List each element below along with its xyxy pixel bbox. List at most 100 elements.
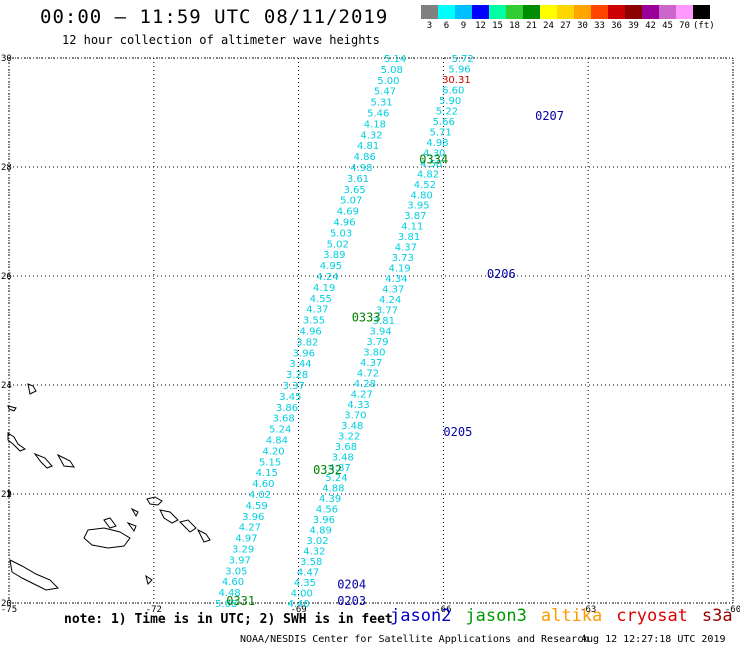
satellite-cryosat: cryosat [616,606,688,626]
footer-credit: NOAA/NESDIS Center for Satellite Applica… [240,634,590,645]
legend-swatch [608,5,625,19]
swh-value: 5.14 [384,54,406,65]
coastline [27,383,37,395]
swh-value: 5.07 [340,196,362,207]
swh-value: 5.08 [381,65,403,76]
swh-value: 3.96 [313,515,335,526]
lon-tick-label: -69 [290,605,306,615]
page-subtitle: 12 hour collection of altimeter wave hei… [62,33,380,47]
lat-tick-label: 20 [1,599,12,609]
lat-tick-label: 28 [1,163,12,173]
coastline [7,432,27,452]
coastline [7,405,17,412]
color-legend-labels: 3 6 9 12 15 18 21 24 27 30 33 36 39 42 45 70 (ft) [421,21,715,31]
satellite-s3a: s3a [701,606,733,626]
swh-value: 3.73 [392,253,414,264]
legend-swatch [591,5,608,19]
legend-swatch [523,5,540,19]
swh-value: 4.35 [294,578,316,589]
swh-value: 4.32 [303,547,325,558]
legend-label: 36 [611,21,622,31]
swh-value: 5.47 [374,87,396,98]
swh-value: 4.97 [235,534,257,545]
swh-value: 5.31 [370,98,392,109]
swh-value: 4.95 [320,261,342,272]
legend-label: 45 [662,21,673,31]
swh-value: 3.55 [303,316,325,327]
pass-label: 0207 [535,109,564,123]
swh-value: 3.79 [366,337,388,348]
swh-value: 5.22 [436,106,458,117]
swh-value: 3.68 [335,442,357,453]
coastline [159,509,179,524]
swh-value: 4.81 [357,141,379,152]
pass-label: 0334 [419,153,448,167]
lon-tick-label: -66 [435,605,451,615]
swh-value: 5.46 [367,109,389,120]
swh-value: 4.19 [388,264,410,275]
swh-value: 3.80 [363,347,385,358]
legend-swatch [421,5,438,19]
legend-label: 30 [577,21,588,31]
lat-tick-label: 30 [1,54,12,64]
swh-value: 3.96 [293,348,315,359]
pass-label: 0203 [337,594,366,608]
pass-label: 0206 [487,267,516,281]
swh-value: 3.89 [323,250,345,261]
swh-value: 3.02 [306,536,328,547]
swh-value: 4.33 [347,400,369,411]
swh-value: 4.60 [252,479,274,490]
swh-value: 5.08 [215,599,237,610]
swh-value: 3.87 [404,211,426,222]
lat-tick-label: 26 [1,272,12,282]
swh-value: 4.40 [287,599,309,610]
legend-swatch [557,5,574,19]
legend-label: (ft) [693,21,715,31]
legend-label: 39 [628,21,639,31]
swh-value: 6.60 [442,85,464,96]
page-title: 00:00 – 11:59 UTC 08/11/2019 [40,6,389,28]
coastline [196,528,211,543]
lon-tick-label: -60 [725,605,740,615]
swh-value: 4.27 [239,523,261,534]
legend-swatch [438,5,455,19]
swh-value: 4.20 [262,446,284,457]
legend-label: 3 [426,21,433,31]
footer-timestamp: Aug 12 12:27:18 UTC 2019 [581,634,726,645]
legend-label: 12 [475,21,486,31]
swh-value: 4.84 [266,436,288,447]
swh-value: 3.68 [273,414,295,425]
swh-value: 3.37 [283,381,305,392]
swh-value: 5.96 [448,64,470,75]
footer-note: note: 1) Time is in UTC; 2) SWH is in fe… [64,612,393,627]
swh-value: 3.81 [373,316,395,327]
legend-swatch [625,5,642,19]
coastline [179,519,197,533]
swh-value: 5.15 [259,457,281,468]
swh-value: 4.55 [310,294,332,305]
satellite-legend: jason2 jason3 altika cryosat s3a [390,606,740,626]
swh-value: 4.47 [297,568,319,579]
legend-label: 6 [443,21,450,31]
pass-label: 0205 [443,425,472,439]
swh-value: 4.27 [351,389,373,400]
legend-swatch [676,5,693,19]
swh-value: 5.24 [325,473,347,484]
swh-value: 4.15 [256,468,278,479]
swh-value: 4.28 [354,379,376,390]
swh-value: 4.02 [249,490,271,501]
swh-value: 3.05 [225,566,247,577]
satellite-jason3: jason3 [465,606,527,626]
swh-value: 4.58 [420,159,442,170]
swh-value: 4.88 [322,484,344,495]
swh-value: 4.56 [316,505,338,516]
swh-value: 3.45 [279,392,301,403]
pass-label: 0204 [337,578,366,592]
swh-value: 3.65 [343,185,365,196]
swh-value: 3.48 [332,452,354,463]
coastline [83,527,131,549]
swh-value: 4.19 [313,283,335,294]
swh-value: 4.87 [328,463,350,474]
legend-label: 9 [460,21,467,31]
swh-value: 3.61 [347,174,369,185]
